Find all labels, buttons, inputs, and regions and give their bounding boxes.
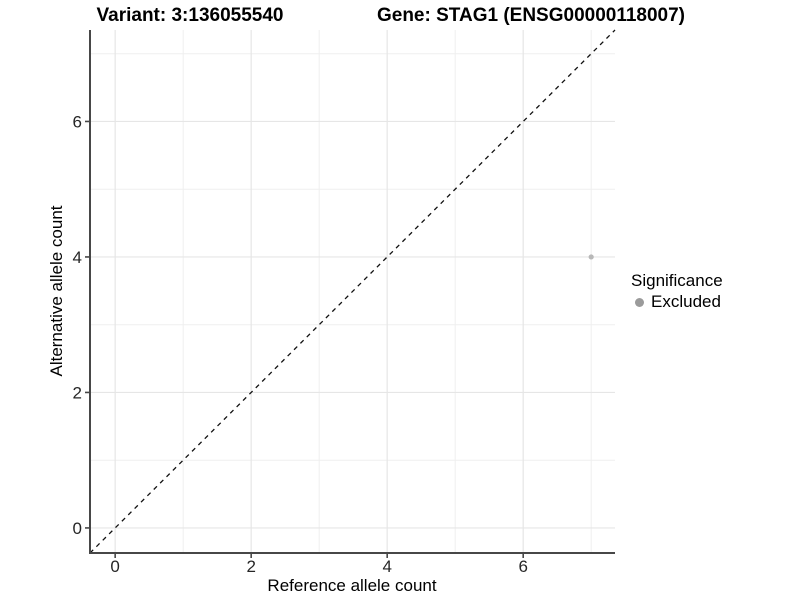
legend-item-excluded: Excluded (631, 292, 723, 312)
legend-title: Significance (631, 271, 723, 290)
identity-dashed-line (89, 29, 616, 554)
x-axis-title: Reference allele count (267, 576, 437, 595)
y-axis-title: Alternative allele count (47, 205, 66, 377)
y-tick-label: 0 (73, 519, 82, 538)
x-tick-label: 4 (382, 557, 391, 576)
y-tick-label: 2 (73, 383, 82, 402)
x-tick-label: 6 (518, 557, 527, 576)
y-tick-label: 4 (73, 248, 82, 267)
legend-key-point-icon (635, 297, 644, 307)
plot-title-gene: Gene: STAG1 (ENSG00000118007) (376, 5, 686, 26)
x-tick-label: 0 (110, 557, 119, 576)
y-tick-label: 6 (73, 112, 82, 131)
data-point-excluded (588, 254, 594, 260)
legend: Significance Excluded (631, 270, 723, 312)
plot-title-variant: Variant: 3:136055540 (96, 5, 284, 26)
legend-item-label: Excluded (651, 292, 721, 311)
x-tick-label: 2 (246, 557, 255, 576)
